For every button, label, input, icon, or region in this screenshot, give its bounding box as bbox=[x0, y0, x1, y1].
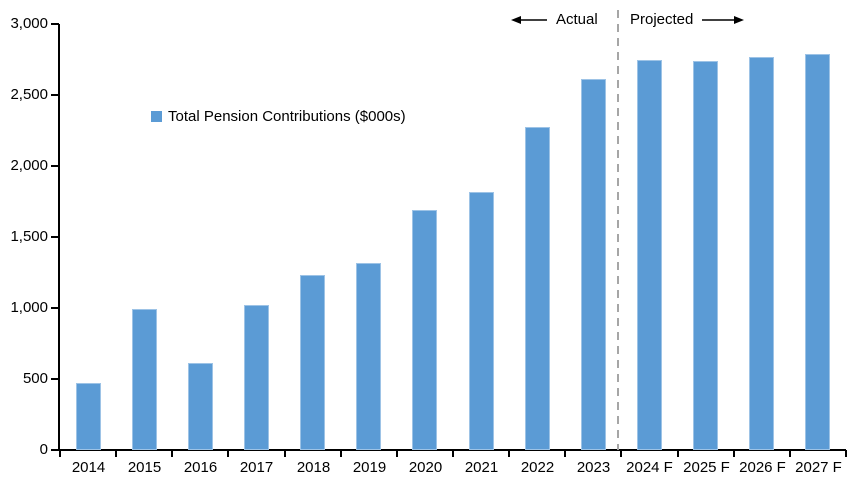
y-axis-label: 2,500 bbox=[10, 86, 48, 103]
x-axis-label: 2027 F bbox=[795, 459, 842, 476]
projected-label: Projected bbox=[630, 11, 694, 28]
x-axis-tick bbox=[340, 450, 342, 457]
x-axis-label: 2018 bbox=[296, 459, 331, 476]
x-axis-label: 2015 bbox=[127, 459, 162, 476]
y-axis-label: 1,500 bbox=[10, 228, 48, 245]
bar-2023 bbox=[581, 79, 606, 450]
x-axis-tick bbox=[789, 450, 791, 457]
x-axis-label: 2017 bbox=[239, 459, 274, 476]
bar-2018 bbox=[300, 275, 325, 450]
x-axis-label: 2025 F bbox=[683, 459, 730, 476]
x-axis-tick bbox=[396, 450, 398, 457]
y-axis-tick bbox=[51, 165, 59, 167]
x-axis-tick bbox=[171, 450, 173, 457]
x-axis-tick bbox=[733, 450, 735, 457]
y-axis-label: 3,000 bbox=[10, 15, 48, 32]
y-axis-label: 1,000 bbox=[10, 299, 48, 316]
bar-2015 bbox=[132, 309, 157, 450]
legend-label: Total Pension Contributions ($000s) bbox=[168, 108, 406, 125]
y-axis-label: 500 bbox=[22, 370, 48, 387]
x-axis-tick bbox=[564, 450, 566, 457]
x-axis-tick bbox=[620, 450, 622, 457]
y-axis-label: 2,000 bbox=[10, 157, 48, 174]
bar-2022 bbox=[525, 127, 550, 450]
bar-2025F bbox=[693, 61, 718, 450]
x-axis-label: 2024 F bbox=[626, 459, 673, 476]
y-axis-tick bbox=[51, 307, 59, 309]
x-axis-tick bbox=[59, 450, 61, 457]
bar-2026F bbox=[749, 57, 774, 450]
y-axis-tick bbox=[51, 449, 59, 451]
x-axis-label: 2014 bbox=[71, 459, 106, 476]
y-axis-tick bbox=[51, 23, 59, 25]
x-axis-tick bbox=[452, 450, 454, 457]
x-axis-label: 2022 bbox=[520, 459, 555, 476]
y-axis-tick bbox=[51, 236, 59, 238]
y-axis-label: 0 bbox=[39, 441, 48, 458]
legend: Total Pension Contributions ($000s) bbox=[151, 109, 406, 124]
y-axis-tick bbox=[51, 378, 59, 380]
bar-2020 bbox=[412, 210, 437, 450]
actual-label: Actual bbox=[556, 11, 598, 28]
right-arrow-icon bbox=[702, 16, 744, 24]
x-axis-tick bbox=[284, 450, 286, 457]
bar-2016 bbox=[188, 363, 213, 450]
bar-2021 bbox=[469, 192, 494, 450]
x-axis-label: 2016 bbox=[183, 459, 218, 476]
x-axis-label: 2023 bbox=[576, 459, 611, 476]
x-axis-label: 2021 bbox=[464, 459, 499, 476]
bar-2027F bbox=[805, 54, 830, 450]
x-axis-tick bbox=[115, 450, 117, 457]
x-axis-tick bbox=[845, 450, 847, 457]
actual-projected-divider bbox=[617, 10, 619, 450]
x-axis-tick bbox=[508, 450, 510, 457]
y-axis bbox=[58, 24, 60, 451]
x-axis-tick bbox=[677, 450, 679, 457]
bar-2017 bbox=[244, 305, 269, 450]
bar-2024F bbox=[637, 60, 662, 450]
bar-2019 bbox=[356, 263, 381, 450]
legend-swatch-icon bbox=[151, 111, 162, 122]
x-axis-tick bbox=[227, 450, 229, 457]
left-arrow-icon bbox=[511, 16, 547, 24]
y-axis-tick bbox=[51, 94, 59, 96]
x-axis-label: 2019 bbox=[352, 459, 387, 476]
x-axis-label: 2020 bbox=[408, 459, 443, 476]
bar-2014 bbox=[76, 383, 101, 450]
x-axis-label: 2026 F bbox=[739, 459, 786, 476]
